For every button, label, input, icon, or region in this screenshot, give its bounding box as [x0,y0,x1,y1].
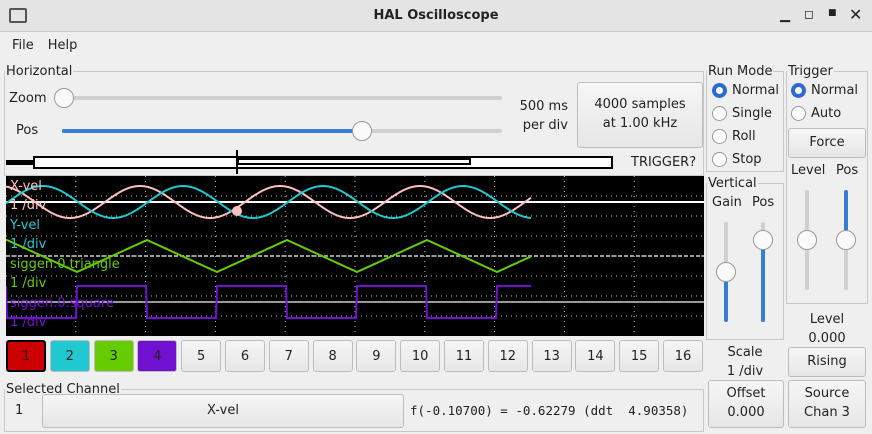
run_mode-single-radio[interactable]: Single [712,106,772,121]
vertical-pos-handle[interactable] [753,230,773,250]
zoom-slider-handle[interactable] [54,88,74,108]
channel-button-4[interactable]: 4 [137,340,178,372]
run_mode-roll-radio[interactable]: Roll [712,129,756,144]
radio-label: Auto [811,106,842,121]
offset-button[interactable]: Offset 0.000 [708,380,784,428]
channel-button-10[interactable]: 10 [400,340,441,372]
menu-file[interactable]: File [12,38,34,53]
maximize-icon[interactable]: ◻ [804,7,814,21]
record-position-bar[interactable] [6,150,616,174]
radio-icon [712,129,727,144]
scale-readout: Scale 1 /div [726,345,764,379]
radio-icon [712,83,727,98]
channel-button-13[interactable]: 13 [531,340,572,372]
run_mode-normal-radio[interactable]: Normal [712,83,779,98]
trigger-level-label: Level [791,163,826,178]
value-readout: f(-0.10700) = -0.62279 (ddt 4.90358) [410,403,689,418]
trigger-pos-label: Pos [836,163,859,178]
trigger-group: Trigger [786,64,868,304]
channel-button-11[interactable]: 11 [444,340,484,372]
pos-slider-handle[interactable] [352,121,372,141]
minimize-icon[interactable]: ▁ [780,8,790,23]
vertical-pos-label: Pos [752,195,775,210]
scope-display[interactable]: X-vel 1 /div Y-vel 1 /div siggen.0.triangle 1… [6,176,704,336]
trigger-marker [232,206,242,216]
radio-label: Normal [811,83,859,98]
run-mode-group: Run Mode [706,64,784,172]
trace-1 [6,185,532,219]
trace-2 [6,185,531,219]
force-button[interactable]: Force [788,128,866,158]
window-title: HAL Oscilloscope [373,8,499,23]
vertical-group: Vertical [706,176,784,340]
channel-button-8[interactable]: 8 [312,340,353,372]
gain-slider-handle[interactable] [716,262,736,282]
edge-button[interactable]: Rising [788,347,866,377]
title-bar: HAL Oscilloscope ▁ ◻ ■ ✕ [0,0,872,32]
channel-button-3[interactable]: 3 [93,340,134,372]
time-per-div: 500 ms per div [519,99,568,133]
trace-scale: 1 /div [10,315,47,330]
run_mode-stop-radio[interactable]: Stop [712,152,762,167]
selected-channel-group: Selected Channel [4,382,704,432]
trigger-pos-handle[interactable] [836,230,856,250]
vertical-pos-slider[interactable] [761,222,765,322]
zoom-label: Zoom [9,91,47,106]
channel-name-button[interactable]: X-vel [42,394,404,428]
restore-icon[interactable]: ■ [828,8,837,18]
radio-label: Normal [732,83,780,98]
channel-button-2[interactable]: 2 [49,340,90,372]
channel-button-7[interactable]: 7 [268,340,309,372]
trace-scale: 1 /div [10,198,47,213]
channel-button-9[interactable]: 9 [356,340,397,372]
horizontal-legend: Horizontal [6,64,73,79]
radio-icon [712,152,727,167]
selected-channel-number: 1 [15,403,24,418]
channel-button-6[interactable]: 6 [225,340,265,372]
trace-3 [6,238,532,274]
vertical-legend: Vertical [708,176,757,191]
radio-label: Roll [732,129,756,144]
pos-slider-fill [62,129,362,133]
channel-button-16[interactable]: 16 [663,340,703,372]
trigger-auto-radio[interactable]: Auto [791,106,841,121]
trace-4 [6,285,531,319]
menu-bar: File Help [12,38,91,53]
radio-label: Single [732,106,772,121]
source-button[interactable]: Source Chan 3 [788,380,866,428]
horizontal-group: Horizontal [4,64,704,176]
channel-button-12[interactable]: 12 [487,340,528,372]
radio-icon [791,83,806,98]
radio-icon [791,106,806,121]
trace-label: siggen.0.triangle [10,257,120,272]
radio-label: Stop [732,152,762,167]
channel-button-5[interactable]: 5 [181,340,222,372]
trace-scale: 1 /div [10,237,47,252]
radio-icon [712,106,727,121]
trace-label: Y-vel [9,218,40,233]
samples-button[interactable]: 4000 samples at 1.00 kHz [577,82,703,148]
trace-scale: 1 /div [10,276,47,291]
channel-button-1[interactable]: 1 [6,340,46,372]
trigger-normal-radio[interactable]: Normal [791,83,858,98]
gain-label: Gain [712,195,742,210]
close-icon[interactable]: ✕ [849,5,863,24]
pos-label: Pos [16,123,39,138]
trigger-status: TRIGGER? [631,155,697,170]
channel-button-14[interactable]: 14 [575,340,616,372]
menu-help[interactable]: Help [47,38,78,53]
app-icon [9,8,27,23]
zoom-slider[interactable] [60,96,502,100]
trigger-legend: Trigger [788,64,833,79]
trace-label: X-vel [10,179,42,194]
selected-channel-legend: Selected Channel [6,382,120,397]
channel-button-15[interactable]: 15 [619,340,660,372]
trigger-level-handle[interactable] [797,230,817,250]
run-mode-legend: Run Mode [708,64,773,79]
trigger-level-readout: Level 0.000 [808,312,846,346]
trace-label: siggen.0.square [10,296,114,311]
